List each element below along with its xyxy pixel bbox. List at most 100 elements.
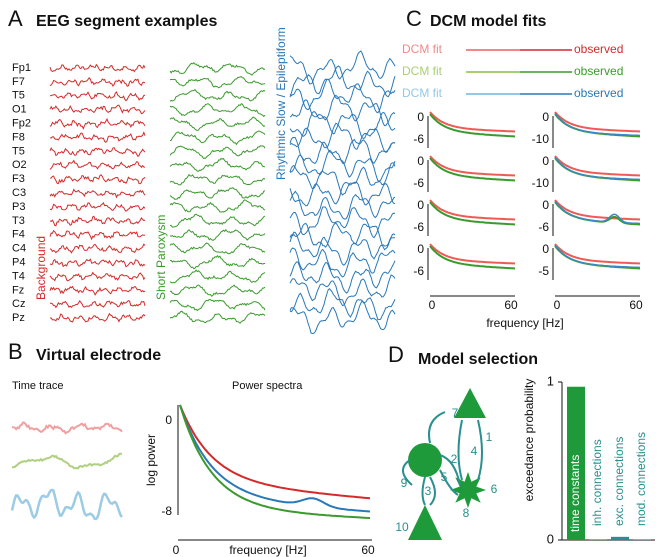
trace (49, 188, 146, 199)
node (454, 388, 486, 418)
y-tick-label: -6 (413, 132, 424, 146)
edge (477, 419, 483, 481)
spectrum (179, 404, 371, 519)
group-label: Short Paroxysm (154, 215, 168, 300)
panel-title: DCM model fits (430, 13, 547, 30)
channel-label: T4 (12, 270, 25, 282)
channel-label: T3 (12, 215, 25, 227)
node-label: 6 (491, 482, 498, 496)
channel-label: F3 (12, 173, 25, 185)
spectrum (554, 112, 641, 137)
x-tick-label: 60 (361, 543, 375, 557)
trace (169, 116, 266, 131)
trace (169, 130, 266, 146)
trace (49, 159, 146, 170)
trace (169, 89, 266, 102)
y-tick-label: 0 (417, 110, 424, 124)
trace (10, 488, 123, 521)
y-tick-label: 0 (542, 198, 549, 212)
node-label: 9 (401, 476, 408, 490)
channel-label: T5 (12, 90, 25, 102)
channel-label: C3 (12, 187, 26, 199)
y-tick-label: 0 (417, 198, 424, 212)
trace (169, 157, 266, 172)
panel-title: Model selection (418, 351, 538, 368)
edge (429, 476, 436, 506)
trace (169, 310, 266, 324)
bar (567, 386, 585, 540)
trace (289, 231, 396, 266)
trace (169, 228, 266, 241)
y-tick-label: 0 (547, 531, 554, 546)
node-label: 10 (395, 520, 409, 534)
spectrum (429, 201, 516, 226)
node (408, 505, 442, 540)
bar-label: exc. connections (612, 437, 626, 526)
group-label: Rhythmic Slow / Epileptiform (274, 27, 288, 180)
bar-label: mod. connections (634, 432, 648, 526)
spectrum (429, 199, 516, 221)
spectrum (554, 200, 641, 225)
trace (49, 91, 146, 102)
y-tick-label: -6 (413, 176, 424, 190)
x-axis-label: frequency [Hz] (229, 543, 306, 557)
y-tick-label: -10 (532, 132, 550, 146)
x-axis-label: frequency [Hz] (486, 316, 563, 330)
channel-label: Fp1 (12, 62, 31, 74)
bar-label: time constants (568, 455, 582, 532)
trace (289, 149, 396, 182)
bar (589, 539, 607, 540)
node-label: 8 (463, 506, 470, 520)
y-tick-label: 1 (547, 373, 554, 388)
trace (289, 247, 396, 278)
spectrum (429, 243, 516, 265)
edge (439, 454, 461, 486)
node (408, 443, 442, 477)
y-tick-label: -5 (538, 264, 549, 278)
panel-label: A (8, 6, 23, 31)
y-tick-label: -6 (413, 220, 424, 234)
subtitle: Power spectra (232, 380, 303, 392)
channel-label: F8 (12, 131, 25, 143)
trace (49, 104, 146, 115)
y-tick-label: 0 (165, 413, 172, 427)
panel-label: D (388, 342, 404, 367)
panel-label: C (406, 6, 422, 31)
spectrum (179, 404, 371, 513)
legend-fit: DCM fit (402, 42, 443, 56)
legend-observed: observed (574, 42, 623, 56)
channel-label: Fz (12, 284, 24, 296)
edge (439, 469, 459, 496)
trace (289, 206, 396, 239)
x-tick-label: 0 (554, 298, 561, 312)
channel-label: F7 (12, 76, 25, 88)
trace (289, 162, 396, 196)
legend-fit: DCM fit (402, 86, 443, 100)
trace (49, 174, 146, 185)
trace (289, 260, 396, 294)
channel-label: O1 (12, 104, 27, 116)
channel-label: Fp2 (12, 118, 31, 130)
node-label: 1 (486, 430, 493, 444)
bar (611, 536, 629, 540)
trace (49, 146, 146, 158)
trace (169, 298, 266, 312)
node (450, 472, 486, 508)
trace (49, 243, 146, 254)
trace (49, 258, 146, 268)
trace (49, 76, 146, 87)
channel-label: Cz (12, 298, 25, 310)
trace (49, 63, 146, 73)
trace (289, 50, 396, 85)
channel-label: C4 (12, 243, 26, 255)
spectrum (554, 199, 641, 221)
trace (11, 421, 123, 435)
edge (421, 476, 426, 506)
trace (169, 213, 266, 228)
panel-title: Virtual electrode (36, 347, 161, 364)
spectrum (179, 404, 371, 500)
panel-label: B (8, 339, 23, 364)
trace (289, 136, 396, 165)
group-label: Background (34, 236, 48, 300)
